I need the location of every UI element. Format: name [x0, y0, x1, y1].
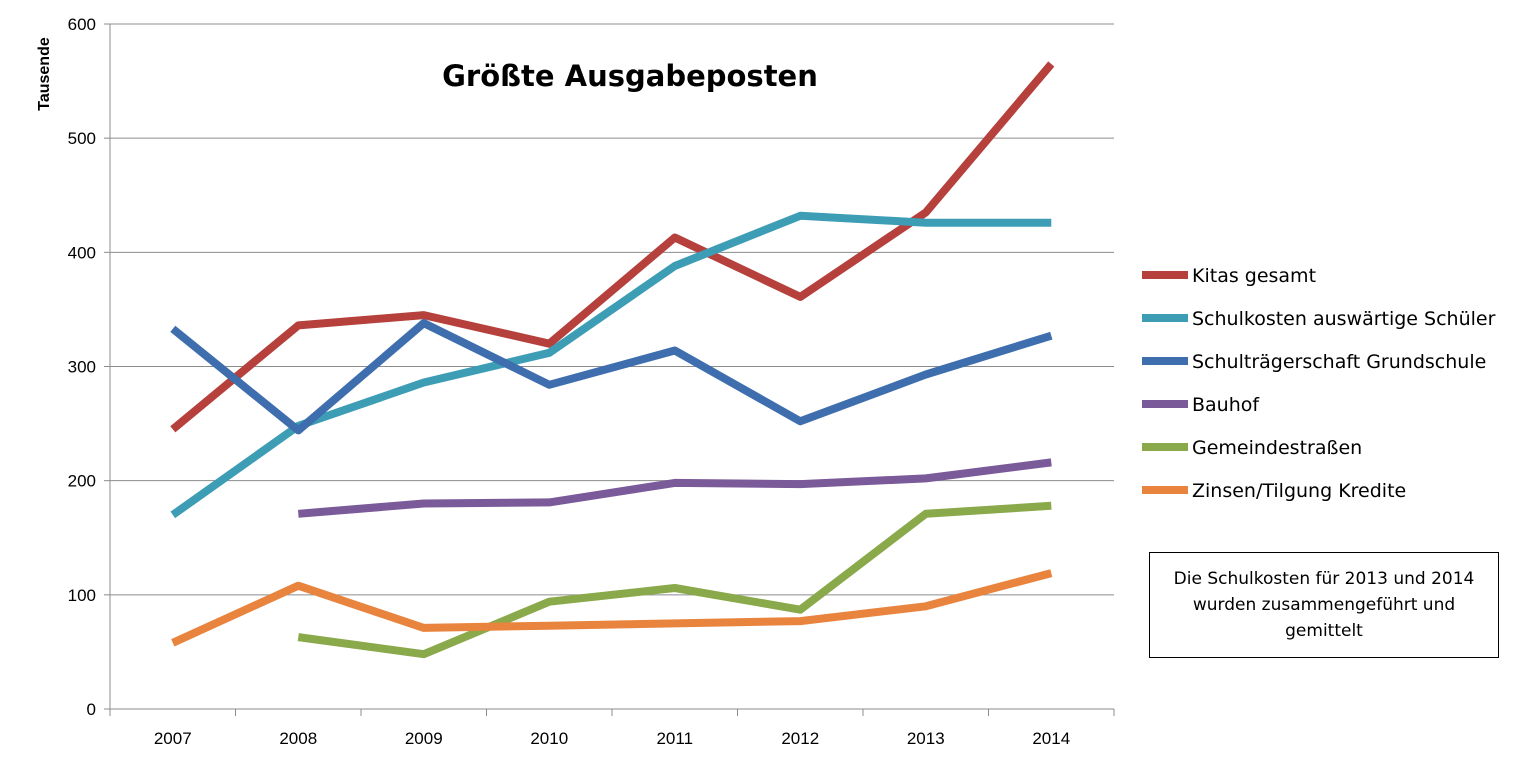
legend-label: Schulträgerschaft Grundschule — [1192, 351, 1486, 373]
axes — [104, 23, 1115, 716]
y-tick-label: 500 — [68, 129, 96, 148]
x-tick-label: 2010 — [530, 729, 568, 748]
series-line — [171, 569, 1053, 647]
annotation-box: Die Schulkosten für 2013 und 2014 wurden… — [1149, 552, 1499, 658]
legend-label: Zinsen/Tilgung Kredite — [1192, 480, 1406, 502]
series-line — [170, 319, 1053, 435]
legend-label: Bauhof — [1192, 394, 1260, 416]
tick-labels: 0 100 200 300 400 500 600 2007 2008 2009 2010 2011 2… — [68, 15, 1071, 748]
series-lines — [170, 61, 1055, 659]
x-tick-label: 2008 — [279, 729, 317, 748]
x-tick-label: 2009 — [405, 729, 443, 748]
legend-label: Gemeindestraßen — [1192, 437, 1362, 459]
chart-title: Größte Ausgabeposten — [442, 59, 818, 93]
x-tick-label: 2011 — [656, 729, 693, 748]
legend: Kitas gesamt Schulkosten auswärtige Schül… — [1142, 265, 1496, 502]
y-tick-label: 300 — [68, 358, 96, 377]
y-tick-label: 0 — [87, 700, 96, 719]
y-tick-label: 400 — [68, 243, 96, 262]
series-line — [170, 211, 1052, 519]
y-tick-label: 100 — [68, 586, 96, 605]
legend-label: Kitas gesamt — [1192, 265, 1316, 287]
x-tick-label: 2007 — [154, 729, 192, 748]
series-line — [297, 458, 1052, 518]
y-tick-label: 600 — [68, 15, 96, 34]
series-line — [297, 501, 1052, 659]
x-tick-label: 2012 — [781, 729, 819, 748]
annotation-text: Die Schulkosten für 2013 und 2014 wurden… — [1173, 569, 1475, 641]
x-tick-label: 2014 — [1032, 729, 1070, 748]
y-axis-title: Tausende — [36, 37, 53, 111]
x-tick-label: 2013 — [907, 729, 945, 748]
y-tick-label: 200 — [68, 472, 96, 491]
legend-label: Schulkosten auswärtige Schüler — [1192, 308, 1496, 330]
series-line — [170, 61, 1055, 433]
